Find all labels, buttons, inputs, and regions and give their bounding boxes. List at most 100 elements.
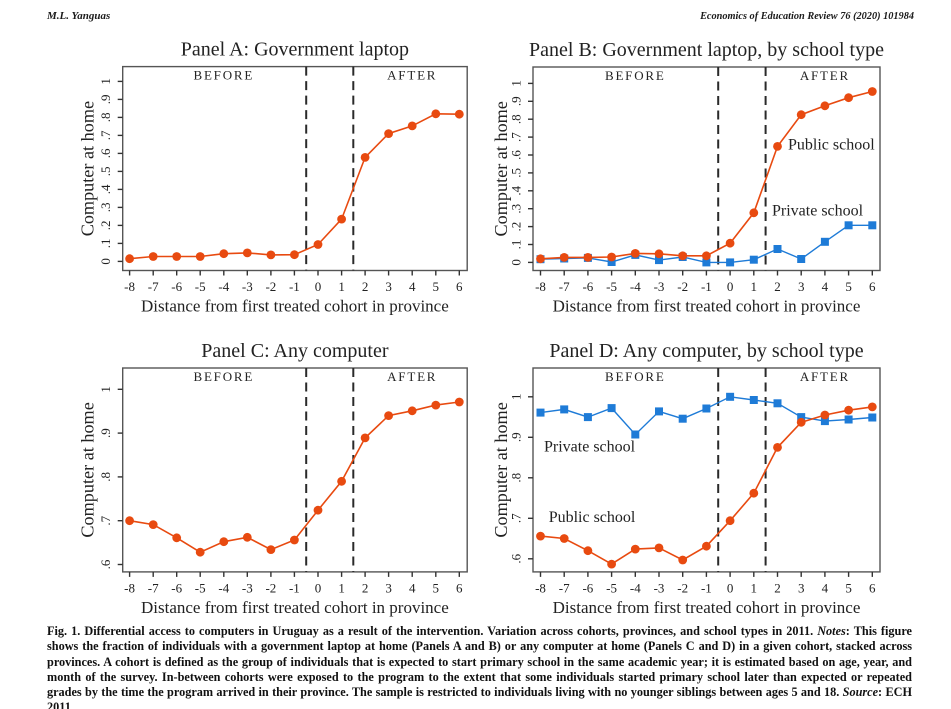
svg-text:-8: -8 (535, 580, 546, 595)
svg-text:.4: .4 (98, 184, 113, 194)
svg-text:0: 0 (727, 279, 734, 294)
svg-text:-5: -5 (606, 279, 617, 294)
svg-text:4: 4 (409, 279, 416, 294)
svg-text:5: 5 (433, 279, 440, 294)
svg-text:Computer at home: Computer at home (78, 101, 98, 236)
svg-text:6: 6 (456, 580, 463, 595)
svg-text:1: 1 (338, 279, 345, 294)
svg-text:0: 0 (509, 259, 524, 266)
svg-text:.6: .6 (98, 559, 113, 569)
svg-text:-6: -6 (582, 279, 593, 294)
svg-text:-2: -2 (677, 580, 688, 595)
svg-text:1: 1 (338, 580, 345, 595)
svg-text:Distance from first treated co: Distance from first treated cohort in pr… (553, 297, 861, 316)
svg-text:.2: .2 (98, 221, 113, 231)
svg-text:.7: .7 (98, 130, 113, 140)
svg-text:-2: -2 (265, 279, 276, 294)
svg-text:.9: .9 (98, 428, 113, 438)
svg-text:Distance from first treated co: Distance from first treated cohort in pr… (141, 598, 449, 617)
svg-text:-5: -5 (195, 580, 206, 595)
svg-text:.3: .3 (509, 204, 524, 214)
svg-text:.8: .8 (98, 472, 113, 482)
svg-text:.2: .2 (509, 222, 524, 232)
svg-text:-4: -4 (218, 279, 229, 294)
svg-text:AFTER: AFTER (387, 68, 437, 83)
svg-text:.1: .1 (509, 240, 524, 250)
svg-text:1: 1 (751, 279, 758, 294)
svg-text:1: 1 (751, 580, 758, 595)
svg-text:AFTER: AFTER (387, 369, 437, 384)
svg-text:BEFORE: BEFORE (605, 68, 666, 83)
svg-text:-6: -6 (171, 279, 182, 294)
svg-text:3: 3 (385, 580, 392, 595)
svg-text:-3: -3 (242, 580, 253, 595)
svg-text:-5: -5 (195, 279, 206, 294)
svg-text:3: 3 (798, 580, 805, 595)
svg-text:-7: -7 (559, 279, 570, 294)
svg-text:4: 4 (409, 580, 416, 595)
svg-text:1: 1 (98, 78, 113, 85)
svg-text:0: 0 (98, 258, 113, 265)
svg-text:-6: -6 (171, 580, 182, 595)
svg-text:-1: -1 (289, 580, 300, 595)
svg-text:-4: -4 (630, 580, 641, 595)
svg-text:Computer at home: Computer at home (491, 101, 511, 236)
svg-text:.6: .6 (509, 150, 524, 160)
svg-text:-2: -2 (677, 279, 688, 294)
svg-text:.7: .7 (509, 513, 524, 523)
svg-text:0: 0 (315, 580, 322, 595)
svg-text:.1: .1 (98, 239, 113, 249)
svg-text:-3: -3 (654, 580, 665, 595)
svg-text:AFTER: AFTER (800, 68, 850, 83)
svg-text:4: 4 (822, 279, 829, 294)
svg-text:Private school: Private school (772, 203, 864, 220)
svg-text:-7: -7 (148, 580, 159, 595)
svg-text:3: 3 (798, 279, 805, 294)
svg-text:-8: -8 (535, 279, 546, 294)
svg-text:.7: .7 (98, 515, 113, 525)
svg-text:2: 2 (774, 279, 781, 294)
svg-text:-1: -1 (701, 580, 712, 595)
svg-text:Computer at home: Computer at home (78, 402, 98, 537)
svg-text:5: 5 (845, 580, 852, 595)
svg-text:.9: .9 (509, 432, 524, 442)
svg-text:0: 0 (727, 580, 734, 595)
svg-text:Panel C: Any computer: Panel C: Any computer (201, 340, 389, 362)
svg-text:Panel B: Government laptop, by: Panel B: Government laptop, by school ty… (529, 39, 884, 61)
svg-text:.5: .5 (98, 167, 113, 177)
svg-text:5: 5 (845, 279, 852, 294)
svg-text:-4: -4 (218, 580, 229, 595)
svg-text:3: 3 (385, 279, 392, 294)
svg-text:.8: .8 (509, 473, 524, 483)
svg-text:.6: .6 (509, 553, 524, 563)
svg-text:6: 6 (869, 580, 876, 595)
svg-text:Public school: Public school (788, 137, 875, 154)
svg-text:.8: .8 (509, 114, 524, 124)
svg-text:.7: .7 (509, 132, 524, 142)
svg-text:Distance from first treated co: Distance from first treated cohort in pr… (553, 598, 861, 617)
svg-text:2: 2 (774, 580, 781, 595)
svg-text:1: 1 (98, 386, 113, 393)
svg-text:.8: .8 (98, 113, 113, 123)
svg-text:6: 6 (456, 279, 463, 294)
svg-text:BEFORE: BEFORE (193, 68, 254, 83)
svg-text:-2: -2 (265, 580, 276, 595)
svg-text:-6: -6 (582, 580, 593, 595)
svg-text:-5: -5 (606, 580, 617, 595)
svg-text:-1: -1 (289, 279, 300, 294)
svg-text:.9: .9 (509, 96, 524, 106)
svg-text:Computer at home: Computer at home (491, 402, 511, 537)
svg-text:6: 6 (869, 279, 876, 294)
svg-text:.4: .4 (509, 185, 524, 195)
svg-text:.3: .3 (98, 203, 113, 213)
svg-text:Panel D: Any computer, by scho: Panel D: Any computer, by school type (549, 340, 863, 362)
svg-text:BEFORE: BEFORE (193, 369, 254, 384)
svg-text:Distance from first treated co: Distance from first treated cohort in pr… (141, 297, 449, 316)
svg-text:-3: -3 (654, 279, 665, 294)
svg-text:Panel A: Government laptop: Panel A: Government laptop (181, 39, 409, 61)
svg-text:-7: -7 (148, 279, 159, 294)
svg-text:1: 1 (509, 80, 524, 87)
svg-text:.9: .9 (98, 95, 113, 105)
svg-text:AFTER: AFTER (800, 369, 850, 384)
svg-text:-3: -3 (242, 279, 253, 294)
